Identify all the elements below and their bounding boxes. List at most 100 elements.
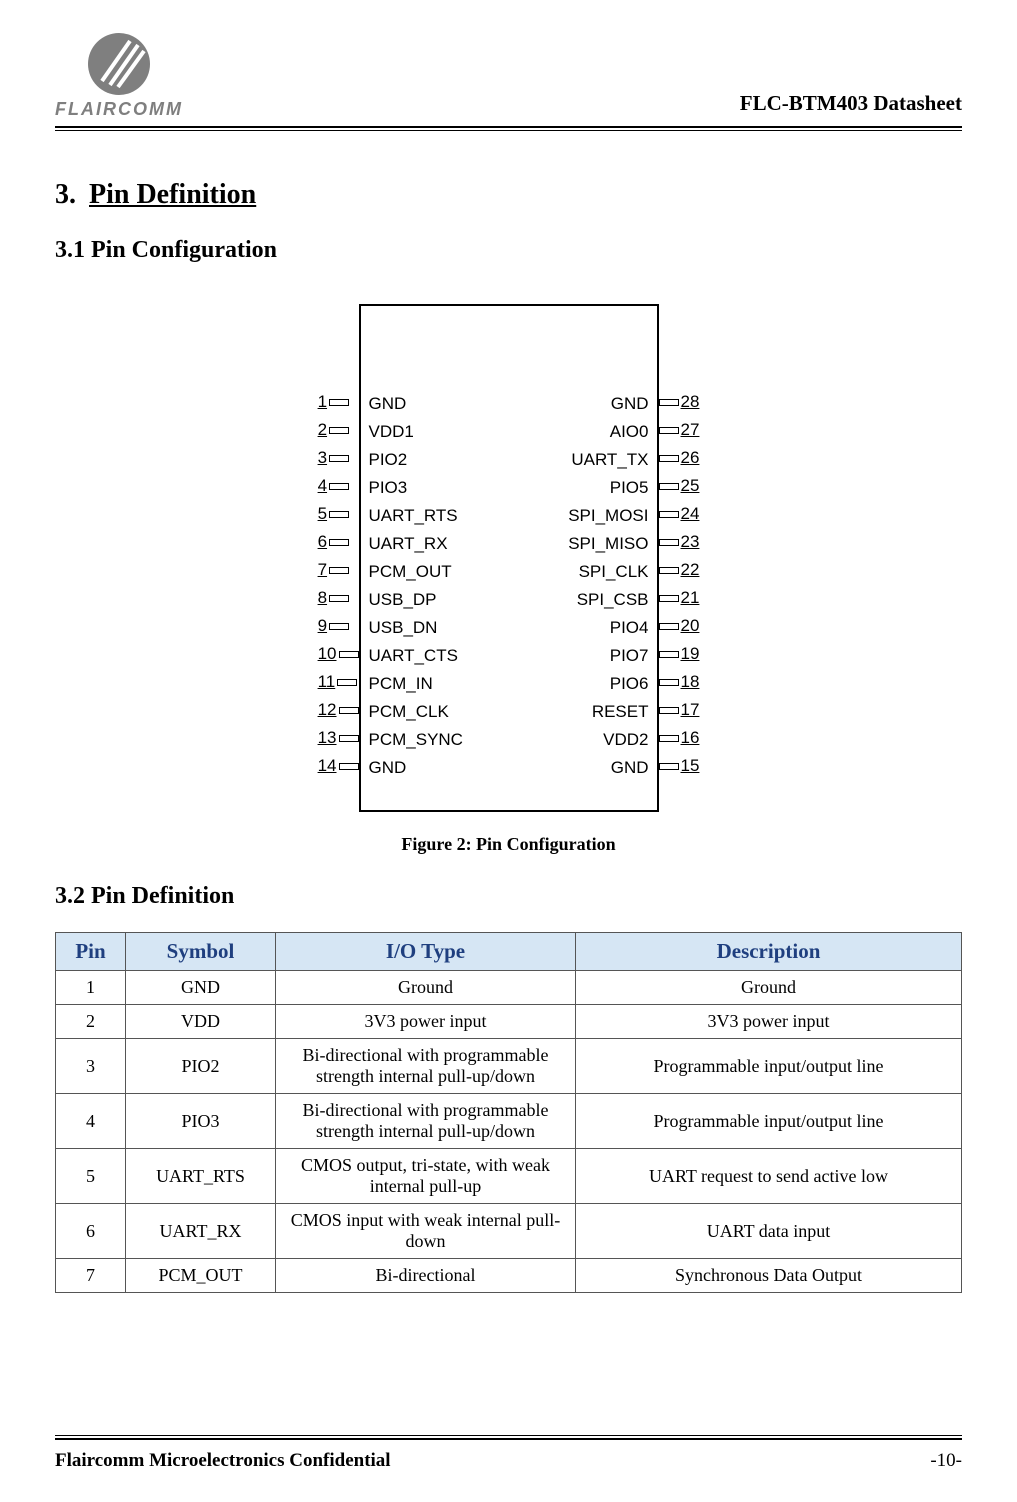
- th-io-type: I/O Type: [276, 933, 576, 971]
- cell-symbol: PCM_OUT: [126, 1259, 276, 1293]
- chip-labels-left: GNDVDD1PIO2PIO3UART_RTSUART_RXPCM_OUTUSB…: [369, 390, 463, 782]
- cell-symbol: VDD: [126, 1005, 276, 1039]
- pin-pad-right: 18: [659, 668, 700, 696]
- cell-pin: 5: [56, 1149, 126, 1204]
- chip-label: SPI_CSB: [568, 586, 648, 614]
- footer-divider: [55, 1433, 962, 1440]
- section-title: Pin Definition: [89, 179, 256, 210]
- pin-pad-left: 6: [318, 528, 359, 556]
- chip-label: PIO5: [568, 474, 648, 502]
- chip-label: UART_TX: [568, 446, 648, 474]
- chip-label: PIO2: [369, 446, 463, 474]
- pinout-figure: 1234567891011121314 GNDVDD1PIO2PIO3UART_…: [55, 304, 962, 812]
- pin-pad-right: 19: [659, 640, 700, 668]
- th-pin: Pin: [56, 933, 126, 971]
- cell-io: Bi-directional with programmable strengt…: [276, 1094, 576, 1149]
- cell-pin: 7: [56, 1259, 126, 1293]
- chip-label: SPI_CLK: [568, 558, 648, 586]
- pin-pad-left: 9: [318, 612, 359, 640]
- page-footer: Flaircomm Microelectronics Confidential …: [55, 1450, 962, 1472]
- th-description: Description: [576, 933, 962, 971]
- pin-pad-right: 22: [659, 556, 700, 584]
- chip-label: UART_RX: [369, 530, 463, 558]
- chip-label: USB_DP: [369, 586, 463, 614]
- chip-label: VDD1: [369, 418, 463, 446]
- cell-desc: 3V3 power input: [576, 1005, 962, 1039]
- cell-desc: Programmable input/output line: [576, 1039, 962, 1094]
- cell-pin: 4: [56, 1094, 126, 1149]
- cell-desc: UART data input: [576, 1204, 962, 1259]
- chip-label: USB_DN: [369, 614, 463, 642]
- brand-logo-block: FLAIRCOMM: [55, 33, 183, 120]
- cell-pin: 6: [56, 1204, 126, 1259]
- chip-label: RESET: [568, 698, 648, 726]
- cell-desc: UART request to send active low: [576, 1149, 962, 1204]
- pin-pad-right: 27: [659, 416, 700, 444]
- chip-label: PCM_IN: [369, 670, 463, 698]
- pin-pad-left: 4: [318, 472, 359, 500]
- table-row: 5UART_RTSCMOS output, tri-state, with we…: [56, 1149, 962, 1204]
- section-number: 3.: [55, 179, 76, 211]
- pin-pad-right: 28: [659, 388, 700, 416]
- pin-pad-left: 2: [318, 416, 359, 444]
- pin-pad-left: 13: [318, 724, 359, 752]
- pin-numbers-right: 2827262524232221201918171615: [659, 388, 700, 780]
- pin-pad-left: 11: [318, 668, 359, 696]
- chip-label: PIO3: [369, 474, 463, 502]
- chip-label: GND: [369, 390, 463, 418]
- page-header: FLAIRCOMM FLC-BTM403 Datasheet: [55, 30, 962, 120]
- table-row: 2VDD3V3 power input3V3 power input: [56, 1005, 962, 1039]
- pin-pad-right: 24: [659, 500, 700, 528]
- chip-label: PCM_CLK: [369, 698, 463, 726]
- document-title: FLC-BTM403 Datasheet: [740, 91, 962, 116]
- th-symbol: Symbol: [126, 933, 276, 971]
- table-header-row: Pin Symbol I/O Type Description: [56, 933, 962, 971]
- pin-pad-right: 26: [659, 444, 700, 472]
- figure-caption: Figure 2: Pin Configuration: [55, 834, 962, 855]
- pin-pad-left: 3: [318, 444, 359, 472]
- brand-name: FLAIRCOMM: [55, 99, 183, 120]
- cell-pin: 1: [56, 971, 126, 1005]
- chip-label: PCM_SYNC: [369, 726, 463, 754]
- page-number: -10-: [930, 1450, 962, 1472]
- cell-desc: Ground: [576, 971, 962, 1005]
- chip-label: GND: [369, 754, 463, 782]
- table-row: 4PIO3Bi-directional with programmable st…: [56, 1094, 962, 1149]
- chip-label: GND: [568, 390, 648, 418]
- cell-symbol: GND: [126, 971, 276, 1005]
- subsection-3-2: 3.2 Pin Definition: [55, 883, 962, 910]
- cell-io: Ground: [276, 971, 576, 1005]
- pin-pad-right: 20: [659, 612, 700, 640]
- cell-io: Bi-directional: [276, 1259, 576, 1293]
- table-row: 6UART_RXCMOS input with weak internal pu…: [56, 1204, 962, 1259]
- chip-label: PIO6: [568, 670, 648, 698]
- cell-pin: 3: [56, 1039, 126, 1094]
- pin-pad-left: 1: [318, 388, 359, 416]
- chip-label: UART_RTS: [369, 502, 463, 530]
- cell-desc: Programmable input/output line: [576, 1094, 962, 1149]
- footer-confidential: Flaircomm Microelectronics Confidential: [55, 1450, 391, 1472]
- cell-io: Bi-directional with programmable strengt…: [276, 1039, 576, 1094]
- pin-pad-right: 21: [659, 584, 700, 612]
- table-row: 3PIO2Bi-directional with programmable st…: [56, 1039, 962, 1094]
- pin-pad-left: 8: [318, 584, 359, 612]
- pin-pad-left: 5: [318, 500, 359, 528]
- subsection-3-1: 3.1 Pin Configuration: [55, 237, 962, 264]
- chip-label: PIO4: [568, 614, 648, 642]
- table-body: 1GNDGroundGround2VDD3V3 power input3V3 p…: [56, 971, 962, 1293]
- table-row: 1GNDGroundGround: [56, 971, 962, 1005]
- cell-io: 3V3 power input: [276, 1005, 576, 1039]
- cell-desc: Synchronous Data Output: [576, 1259, 962, 1293]
- cell-symbol: PIO2: [126, 1039, 276, 1094]
- chip-label: GND: [568, 754, 648, 782]
- chip-label: UART_CTS: [369, 642, 463, 670]
- section-heading: 3. Pin Definition: [55, 179, 962, 211]
- chip-label: PIO7: [568, 642, 648, 670]
- pin-pad-right: 25: [659, 472, 700, 500]
- pin-pad-left: 14: [318, 752, 359, 780]
- cell-symbol: UART_RX: [126, 1204, 276, 1259]
- pin-pad-right: 17: [659, 696, 700, 724]
- cell-io: CMOS input with weak internal pull-down: [276, 1204, 576, 1259]
- chip-labels-right: GNDAIO0UART_TXPIO5SPI_MOSISPI_MISOSPI_CL…: [568, 390, 648, 782]
- pin-pad-right: 15: [659, 752, 700, 780]
